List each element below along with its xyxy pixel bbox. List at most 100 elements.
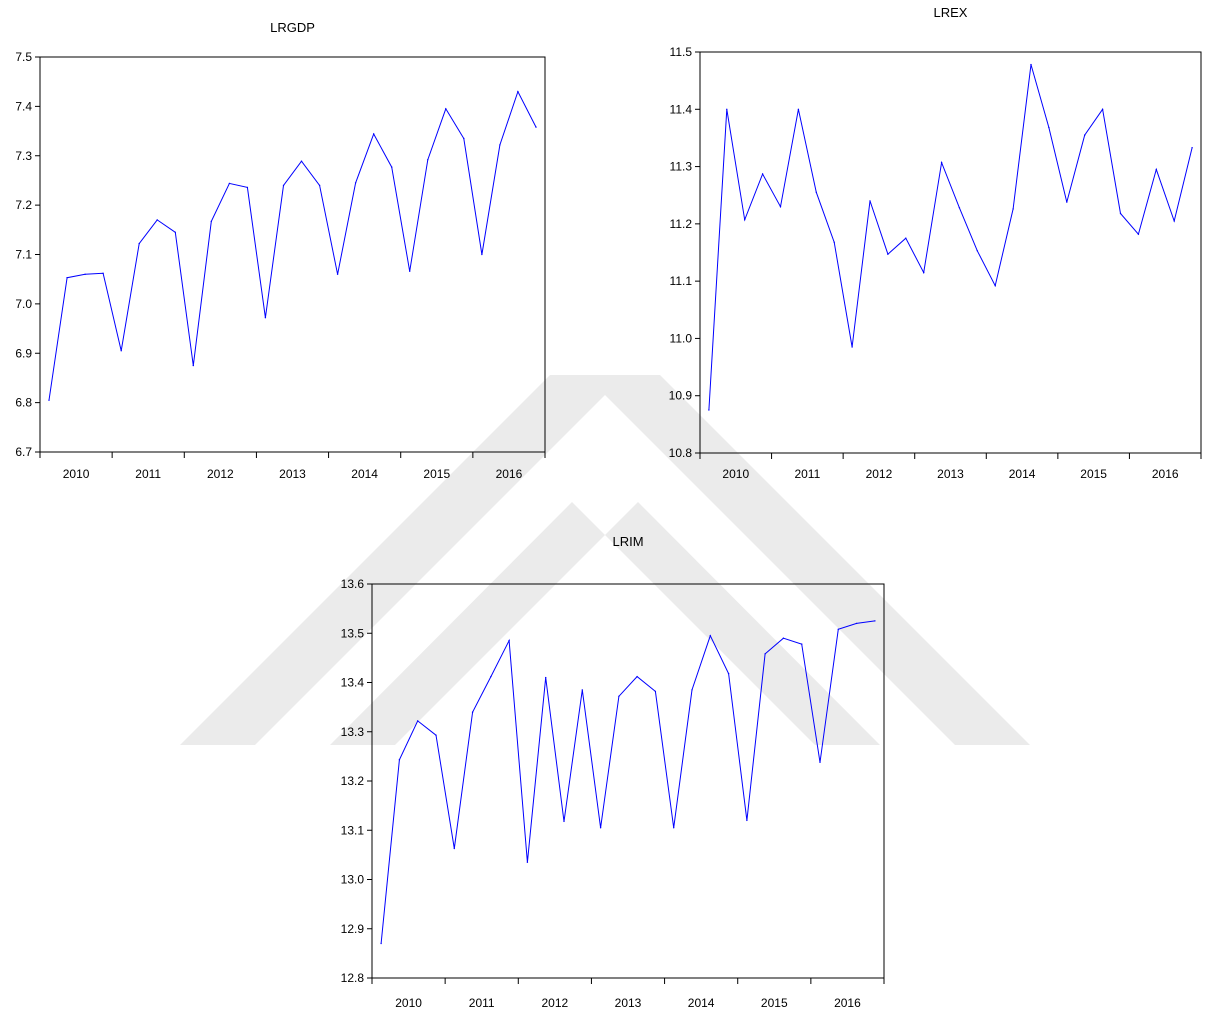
data-point — [336, 273, 339, 275]
data-point — [545, 676, 547, 679]
x-tick-label: 2010 — [63, 467, 90, 481]
data-point — [526, 861, 529, 863]
data-point — [471, 711, 474, 713]
data-point — [563, 820, 565, 823]
data-point — [851, 346, 853, 348]
y-tick-label: 7.4 — [15, 99, 32, 113]
watermark-band — [585, 375, 1030, 745]
data-point — [618, 695, 620, 697]
y-tick-label: 6.8 — [15, 396, 32, 410]
data-point — [994, 285, 996, 287]
y-tick-label: 10.8 — [669, 446, 693, 460]
data-point — [246, 186, 249, 189]
data-point — [453, 847, 455, 850]
data-point — [1137, 233, 1140, 235]
data-point — [726, 108, 728, 111]
data-point — [508, 639, 510, 642]
y-tick-label: 7.5 — [15, 50, 32, 64]
x-tick-label: 2011 — [469, 996, 495, 1010]
x-tick-label: 2012 — [866, 467, 893, 481]
data-point — [48, 399, 50, 401]
data-point — [120, 350, 122, 352]
x-tick-label: 2014 — [351, 467, 378, 481]
data-point — [1066, 201, 1068, 203]
data-point — [354, 182, 357, 184]
data-point — [445, 108, 447, 110]
y-tick-label: 10.9 — [669, 389, 693, 403]
data-point — [869, 200, 871, 202]
data-point — [210, 220, 212, 223]
data-point — [1012, 208, 1014, 210]
data-point — [380, 942, 382, 945]
y-tick-label: 7.0 — [15, 297, 32, 311]
y-tick-label: 11.0 — [670, 331, 693, 345]
data-point — [819, 761, 821, 763]
x-tick-label: 2015 — [761, 996, 788, 1010]
data-point — [744, 219, 746, 221]
watermark-band — [605, 502, 880, 745]
data-point — [797, 108, 800, 111]
data-point — [1084, 134, 1086, 136]
y-tick-label: 13.0 — [341, 873, 365, 887]
data-point — [102, 272, 104, 274]
data-point — [300, 160, 303, 162]
data-point — [709, 635, 711, 637]
data-point — [727, 672, 730, 675]
data-point — [1048, 126, 1050, 129]
data-point — [1155, 168, 1158, 171]
data-point — [1173, 220, 1175, 222]
data-point — [708, 409, 710, 411]
data-point — [940, 161, 943, 164]
data-point — [481, 253, 483, 256]
chart-lrim: LRIM 12.8 12.9 13.0 13.1 13.2 13.3 13.4 13.5 13.6… — [341, 534, 885, 1010]
y-tick-label: 13.5 — [341, 626, 365, 640]
data-point — [1119, 212, 1122, 215]
data-point — [764, 653, 766, 655]
x-tick-label: 2012 — [542, 996, 569, 1010]
data-point — [837, 628, 839, 630]
data-point — [373, 133, 375, 135]
data-point — [318, 184, 321, 187]
data-point — [535, 126, 537, 128]
series-line-lrex — [708, 64, 1193, 411]
x-tick-label: 2010 — [395, 996, 422, 1010]
data-point — [782, 637, 785, 639]
data-point — [923, 271, 925, 274]
y-tick-label: 13.2 — [341, 774, 365, 788]
x-tick-label: 2010 — [722, 467, 749, 481]
data-point — [264, 317, 267, 319]
chart-panels: LRGDP 6.7 6.8 6.9 7.0 7.1 7.2 7.3 7.4 7.5 2010 2011… — [15, 5, 1202, 1010]
data-point — [761, 173, 764, 175]
y-tick-label: 11.5 — [670, 45, 693, 59]
y-tick-label: 13.4 — [341, 676, 365, 690]
data-point — [746, 819, 748, 822]
data-point — [174, 231, 176, 233]
data-point — [517, 90, 519, 93]
data-point — [84, 273, 86, 275]
data-point — [673, 827, 675, 829]
data-point — [855, 622, 858, 625]
x-tick-label: 2016 — [496, 467, 523, 481]
x-tick-label: 2012 — [207, 467, 234, 481]
y-tick-label: 7.3 — [15, 149, 32, 163]
data-point — [427, 159, 429, 161]
data-point — [887, 253, 889, 255]
y-tick-label: 6.9 — [15, 346, 32, 360]
data-point — [398, 759, 401, 761]
data-point — [905, 237, 907, 239]
data-point — [435, 734, 437, 736]
data-point — [1191, 147, 1193, 149]
data-point — [66, 277, 68, 279]
x-tick-label: 2016 — [834, 996, 861, 1010]
watermark-band — [330, 502, 605, 745]
data-point — [654, 690, 657, 693]
x-tick-label: 2016 — [1152, 467, 1179, 481]
y-tick-label: 7.1 — [15, 248, 32, 262]
data-point — [691, 689, 693, 691]
x-tick-label: 2015 — [423, 467, 450, 481]
chart-lrex: LREX 10.8 10.9 11.0 11.1 11.2 11.3 11.4 11.5 2010… — [669, 5, 1202, 481]
data-point — [192, 364, 194, 367]
y-tick-label: 7.2 — [15, 198, 32, 212]
